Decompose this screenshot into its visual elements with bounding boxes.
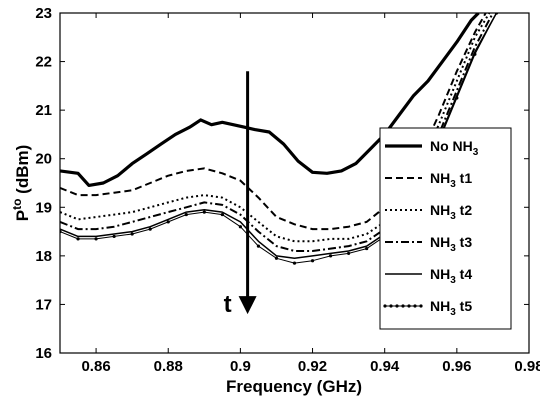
series-point	[347, 251, 351, 256]
series-line-0	[60, 13, 480, 187]
legend-marker	[395, 304, 399, 308]
legend-marker	[401, 304, 405, 308]
x-tick-label: 0.92	[298, 358, 327, 375]
legend-marker	[413, 304, 417, 308]
series-point	[220, 212, 224, 217]
x-axis-ticks: 0.86 0.88 0.9 0.92 0.94 0.96 0.98	[81, 13, 540, 375]
legend-label: No NH3	[430, 138, 479, 158]
legend-label: NH3 t1	[430, 170, 472, 190]
y-tick-label: 23	[35, 5, 52, 22]
legend-marker	[407, 304, 411, 308]
series-point	[202, 210, 206, 214]
legend-marker	[419, 304, 423, 308]
series-point	[310, 259, 315, 263]
x-tick-label: 0.86	[81, 358, 110, 375]
x-axis-label: Frequency (GHz)	[226, 377, 362, 396]
series-point	[76, 237, 80, 241]
series-point	[473, 52, 477, 56]
y-tick-label: 20	[35, 151, 52, 168]
series-point	[328, 254, 333, 258]
arrow-label: t	[224, 291, 232, 318]
series-point	[292, 261, 297, 265]
legend-label: NH3 t5	[430, 298, 472, 318]
series-point	[184, 212, 188, 217]
legend-marker	[389, 304, 393, 308]
y-tick-label: 17	[35, 296, 52, 313]
y-tick-label: 21	[35, 102, 52, 119]
legend-label: NH3 t2	[430, 202, 472, 222]
x-tick-label: 0.88	[154, 358, 183, 375]
legend: No NH3 NH3 t1 NH3 t2 NH3 t3 NH3 t4 NH3 t5	[383, 138, 479, 318]
legend-label: NH3 t4	[430, 266, 472, 286]
y-axis-ticks: 16 17 18 19 20 21 22 23	[35, 5, 529, 362]
time-arrow: t	[224, 71, 257, 318]
legend-marker	[383, 304, 387, 308]
series-point	[238, 225, 242, 229]
y-tick-label: 16	[35, 345, 52, 362]
series-point	[256, 244, 261, 248]
series-point	[148, 227, 152, 231]
series-point	[166, 220, 170, 224]
series-point	[130, 232, 134, 236]
series-point	[455, 96, 459, 100]
x-tick-label: 0.96	[442, 358, 471, 375]
series-point	[494, 13, 499, 15]
legend-label: NH3 t3	[430, 234, 472, 254]
legend-box	[379, 127, 512, 330]
series-point	[274, 256, 279, 260]
y-axis-label: Pto (dBm)	[10, 145, 32, 222]
series-point	[112, 234, 116, 239]
y-tick-label: 18	[35, 248, 52, 265]
y-tick-label: 19	[35, 199, 52, 216]
x-tick-label: 0.9	[230, 358, 251, 375]
series-point	[60, 229, 62, 234]
y-tick-label: 22	[35, 54, 52, 71]
series-point	[365, 246, 369, 251]
series-point	[94, 237, 98, 241]
arrow-head	[238, 296, 257, 315]
x-tick-label: 0.98	[514, 358, 540, 375]
x-tick-label: 0.94	[370, 358, 400, 375]
